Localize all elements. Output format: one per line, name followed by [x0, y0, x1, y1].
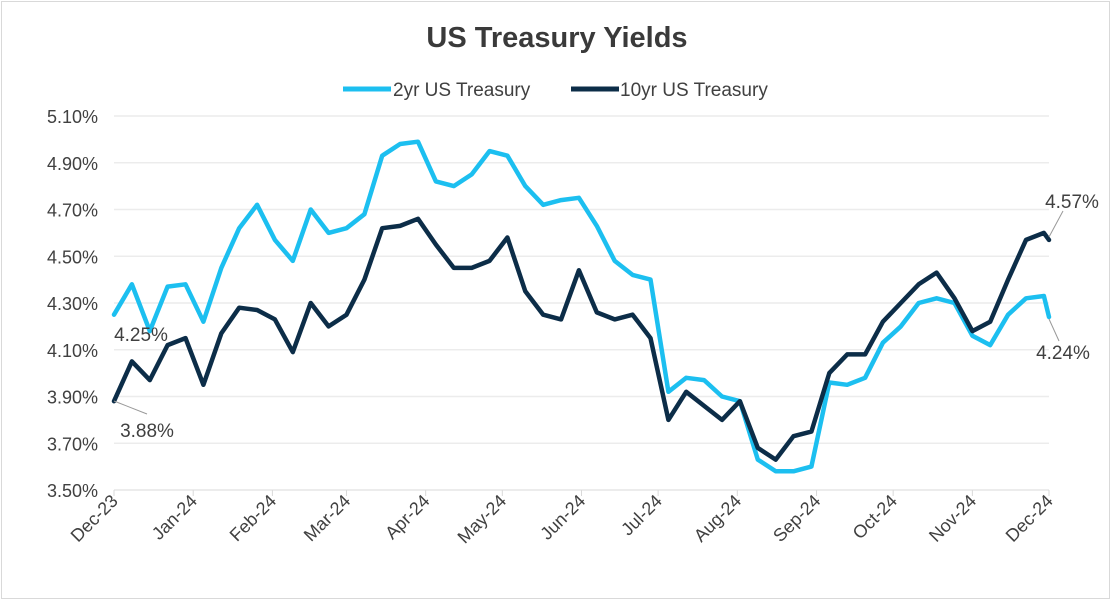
y-tick-label: 4.30%	[47, 294, 98, 314]
annotation-start-10yr: 3.88%	[120, 421, 174, 442]
chart-title: US Treasury Yields	[426, 22, 687, 54]
y-tick-label: 3.90%	[47, 388, 98, 408]
series-points-2yr	[114, 142, 1049, 472]
x-tick-label: Jun-24	[536, 491, 589, 544]
annotation-end-10yr: 4.57%	[1045, 192, 1099, 213]
annotation-end-2yr: 4.24%	[1036, 343, 1090, 364]
y-tick-label: 4.50%	[47, 247, 98, 267]
x-tick-label: Nov-24	[925, 491, 980, 546]
legend: 2yr US Treasury 10yr US Treasury	[343, 80, 768, 101]
y-tick-label: 5.10%	[47, 107, 98, 127]
y-axis-ticks: 5.10% 4.90% 4.70% 4.50% 4.30% 4.10% 3.90% 3.70%…	[47, 107, 98, 501]
annotation-leader-388	[114, 401, 147, 414]
y-tick-label: 3.50%	[47, 481, 98, 501]
y-tick-label: 4.90%	[47, 154, 98, 174]
x-tick-label: Oct-24	[849, 491, 901, 543]
x-tick-label: May-24	[454, 491, 511, 548]
x-tick-label: Sep-24	[769, 491, 824, 546]
series-line-10yr	[114, 219, 1049, 460]
annotation-leader-424	[1049, 319, 1059, 341]
x-tick-label: Aug-24	[690, 491, 745, 546]
annotation-leader-457	[1049, 211, 1063, 237]
legend-label-2yr: 2yr US Treasury	[393, 80, 531, 101]
series-line-2yr	[114, 142, 1049, 472]
legend-label-10yr: 10yr US Treasury	[620, 80, 768, 101]
x-tick-label: Feb-24	[226, 491, 280, 545]
series-lines	[114, 142, 1049, 472]
x-tick-label: Mar-24	[300, 491, 354, 545]
y-tick-label: 4.70%	[47, 201, 98, 221]
annotation-start-2yr: 4.25%	[114, 325, 168, 346]
y-tick-label: 4.10%	[47, 341, 98, 361]
x-tick-label: Jan-24	[148, 491, 201, 544]
series-points-10yr	[114, 219, 1049, 460]
x-tick-label: Jul-24	[617, 491, 666, 540]
x-tick-label: Apr-24	[381, 491, 433, 543]
y-tick-label: 3.70%	[47, 434, 98, 454]
x-tick-label: Dec-24	[1002, 491, 1057, 546]
